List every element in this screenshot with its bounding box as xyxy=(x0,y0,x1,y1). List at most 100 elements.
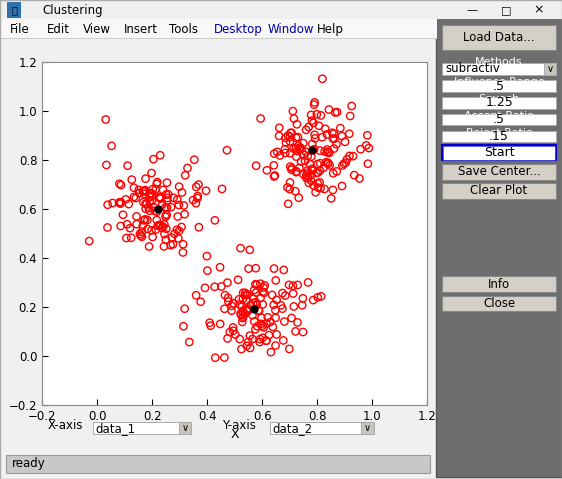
Point xyxy=(149,204,158,211)
Point xyxy=(291,328,300,335)
Point xyxy=(251,325,260,333)
Point xyxy=(320,148,329,155)
Point xyxy=(285,137,294,145)
Point xyxy=(229,299,238,307)
Point xyxy=(268,323,277,331)
Point xyxy=(251,280,260,288)
Point xyxy=(236,310,245,318)
Point xyxy=(275,132,284,140)
Point xyxy=(316,112,325,119)
Point xyxy=(330,135,339,143)
Point xyxy=(266,318,275,326)
Point xyxy=(310,99,319,106)
Point xyxy=(299,171,308,178)
Point xyxy=(298,328,307,336)
Point xyxy=(364,144,373,152)
Point xyxy=(147,169,156,177)
Point xyxy=(238,314,247,322)
Point xyxy=(243,291,252,299)
Point xyxy=(307,165,316,172)
Point xyxy=(147,192,156,200)
Point xyxy=(150,207,159,215)
Point xyxy=(364,160,373,168)
Point xyxy=(141,186,150,194)
Point xyxy=(332,168,341,175)
Point xyxy=(341,138,350,146)
Point xyxy=(347,102,356,110)
Point xyxy=(329,145,338,152)
Point xyxy=(310,131,319,138)
Point xyxy=(244,338,253,346)
Point xyxy=(216,320,225,328)
Point xyxy=(139,198,148,206)
Point xyxy=(140,188,149,195)
Point xyxy=(224,297,233,305)
Point xyxy=(284,281,293,289)
Point xyxy=(311,135,320,142)
Point xyxy=(146,194,155,201)
Point xyxy=(132,220,141,228)
Point xyxy=(333,108,342,116)
Text: ∨: ∨ xyxy=(547,64,554,74)
Text: ready: ready xyxy=(12,457,46,470)
Point xyxy=(273,148,282,156)
Point xyxy=(298,295,307,302)
Point xyxy=(162,225,171,233)
Point xyxy=(362,141,371,149)
Point xyxy=(249,295,258,303)
Point xyxy=(158,186,167,194)
Point xyxy=(179,240,188,248)
Point xyxy=(155,221,164,228)
Point xyxy=(243,291,252,298)
Point xyxy=(283,183,292,191)
Point xyxy=(140,216,149,223)
Point xyxy=(252,281,261,289)
Point xyxy=(325,161,334,169)
Point xyxy=(156,195,165,203)
Point xyxy=(316,293,325,300)
Point xyxy=(137,232,146,240)
Point xyxy=(293,281,302,289)
Point xyxy=(316,167,325,174)
Text: ∨: ∨ xyxy=(182,423,188,433)
Point xyxy=(148,185,157,193)
Point xyxy=(262,337,271,344)
Point xyxy=(312,111,321,118)
Point xyxy=(129,184,138,192)
Point xyxy=(292,168,301,175)
Point xyxy=(285,345,294,353)
Point xyxy=(278,305,287,312)
Point xyxy=(123,220,132,228)
Point xyxy=(210,217,219,224)
Point xyxy=(314,184,323,192)
Point xyxy=(251,264,260,272)
Point xyxy=(153,222,162,229)
Point xyxy=(303,152,312,160)
Point xyxy=(143,216,152,224)
Point xyxy=(256,114,265,122)
Point xyxy=(202,187,211,194)
Point xyxy=(339,160,348,168)
Point xyxy=(170,230,179,238)
Point xyxy=(206,322,215,330)
Point xyxy=(268,291,277,299)
Point xyxy=(297,145,306,153)
Point xyxy=(238,308,247,315)
Text: .15: .15 xyxy=(489,130,509,143)
Point xyxy=(292,147,301,155)
Point xyxy=(323,146,332,153)
Point xyxy=(179,322,188,330)
Point xyxy=(158,223,167,230)
Point xyxy=(238,295,247,303)
Point xyxy=(330,109,339,116)
Point xyxy=(329,130,338,137)
Point xyxy=(227,302,236,310)
Point xyxy=(229,327,238,335)
Point xyxy=(151,185,160,193)
Point xyxy=(177,223,186,231)
Text: Reject Ratio: Reject Ratio xyxy=(466,128,532,137)
Point xyxy=(152,208,161,216)
Text: Help: Help xyxy=(316,23,343,36)
Point xyxy=(281,149,290,157)
Point xyxy=(255,307,264,315)
